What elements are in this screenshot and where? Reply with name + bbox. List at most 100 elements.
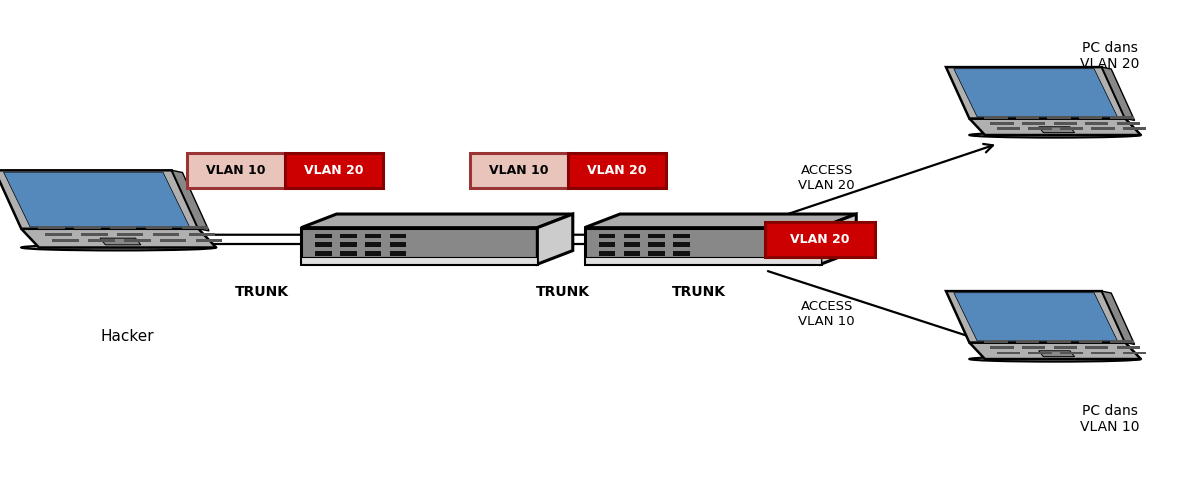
- Bar: [365, 234, 381, 239]
- Bar: [390, 234, 406, 239]
- Bar: [315, 251, 332, 256]
- Polygon shape: [1039, 127, 1075, 132]
- Polygon shape: [4, 172, 189, 227]
- Polygon shape: [970, 342, 1141, 359]
- Polygon shape: [954, 293, 1117, 341]
- Polygon shape: [21, 229, 216, 247]
- Polygon shape: [301, 257, 537, 264]
- Bar: [315, 243, 332, 247]
- Polygon shape: [152, 232, 180, 236]
- Text: PC dans
VLAN 20: PC dans VLAN 20: [1081, 41, 1140, 71]
- Bar: [340, 234, 357, 239]
- Polygon shape: [1110, 116, 1134, 119]
- Text: ACCESS
VLAN 20: ACCESS VLAN 20: [798, 164, 855, 192]
- FancyBboxPatch shape: [765, 222, 875, 257]
- Polygon shape: [954, 69, 1117, 117]
- Text: VLAN 20: VLAN 20: [790, 233, 850, 246]
- Polygon shape: [1117, 122, 1140, 125]
- Polygon shape: [124, 239, 151, 242]
- Polygon shape: [984, 116, 1007, 119]
- Polygon shape: [991, 122, 1013, 125]
- Bar: [648, 243, 665, 247]
- Polygon shape: [946, 67, 1125, 118]
- Polygon shape: [1079, 340, 1102, 343]
- Polygon shape: [1059, 128, 1083, 131]
- Bar: [624, 251, 640, 256]
- Ellipse shape: [970, 356, 1141, 362]
- Bar: [599, 234, 615, 239]
- Bar: [340, 243, 357, 247]
- Bar: [340, 251, 357, 256]
- Polygon shape: [1085, 122, 1109, 125]
- Polygon shape: [0, 170, 198, 229]
- Polygon shape: [38, 226, 65, 229]
- Polygon shape: [585, 228, 821, 264]
- Polygon shape: [537, 214, 573, 264]
- Polygon shape: [821, 214, 856, 264]
- Text: TRUNK: TRUNK: [672, 285, 726, 299]
- Polygon shape: [1029, 352, 1051, 355]
- Text: VLAN 10: VLAN 10: [489, 165, 549, 177]
- Polygon shape: [970, 118, 1141, 135]
- Polygon shape: [1085, 346, 1109, 349]
- Polygon shape: [1048, 340, 1071, 343]
- Polygon shape: [997, 352, 1020, 355]
- Polygon shape: [159, 239, 187, 242]
- Text: VLAN 20: VLAN 20: [587, 165, 647, 177]
- Text: TRUNK: TRUNK: [536, 285, 590, 299]
- Bar: [599, 251, 615, 256]
- FancyBboxPatch shape: [187, 153, 285, 188]
- Polygon shape: [1048, 116, 1071, 119]
- Polygon shape: [301, 228, 537, 264]
- Polygon shape: [117, 232, 144, 236]
- Polygon shape: [585, 214, 856, 228]
- Polygon shape: [1016, 340, 1039, 343]
- Polygon shape: [189, 232, 215, 236]
- Text: PC dans
VLAN 10: PC dans VLAN 10: [1081, 404, 1140, 434]
- Bar: [315, 234, 332, 239]
- Bar: [390, 251, 406, 256]
- Text: TRUNK: TRUNK: [235, 285, 289, 299]
- Bar: [673, 251, 690, 256]
- Polygon shape: [1053, 122, 1077, 125]
- Polygon shape: [110, 226, 136, 229]
- Text: Hacker: Hacker: [100, 329, 155, 344]
- Polygon shape: [182, 226, 208, 229]
- Bar: [365, 251, 381, 256]
- Polygon shape: [89, 239, 115, 242]
- Bar: [390, 243, 406, 247]
- Polygon shape: [1102, 291, 1135, 344]
- Polygon shape: [1091, 128, 1115, 131]
- Polygon shape: [100, 238, 141, 245]
- Polygon shape: [74, 226, 100, 229]
- Polygon shape: [1053, 346, 1077, 349]
- Ellipse shape: [21, 244, 216, 250]
- Bar: [599, 243, 615, 247]
- Polygon shape: [1039, 351, 1075, 356]
- Polygon shape: [1022, 122, 1045, 125]
- Text: ACCESS
VLAN 10: ACCESS VLAN 10: [798, 300, 855, 328]
- Polygon shape: [196, 239, 222, 242]
- Polygon shape: [1029, 128, 1051, 131]
- Polygon shape: [1016, 116, 1039, 119]
- Polygon shape: [81, 232, 107, 236]
- Polygon shape: [991, 346, 1013, 349]
- Polygon shape: [1079, 116, 1102, 119]
- Polygon shape: [997, 128, 1020, 131]
- FancyBboxPatch shape: [470, 153, 568, 188]
- Polygon shape: [946, 291, 1125, 342]
- Bar: [365, 243, 381, 247]
- Polygon shape: [1123, 352, 1147, 355]
- Polygon shape: [1110, 340, 1134, 343]
- Polygon shape: [1102, 67, 1135, 120]
- Polygon shape: [172, 170, 209, 231]
- Bar: [624, 243, 640, 247]
- Text: VLAN 20: VLAN 20: [304, 165, 364, 177]
- Polygon shape: [1022, 346, 1045, 349]
- Bar: [648, 251, 665, 256]
- Polygon shape: [1123, 128, 1147, 131]
- Bar: [673, 243, 690, 247]
- FancyBboxPatch shape: [285, 153, 383, 188]
- Bar: [673, 234, 690, 239]
- Polygon shape: [45, 232, 72, 236]
